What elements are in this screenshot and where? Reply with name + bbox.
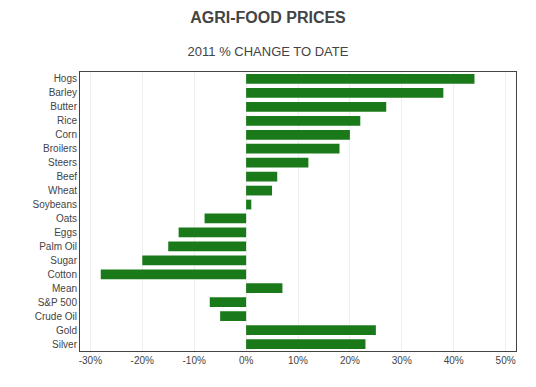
svg-text:Cotton: Cotton (48, 269, 77, 280)
svg-text:10%: 10% (288, 355, 308, 366)
svg-text:Gold: Gold (56, 325, 77, 336)
svg-text:Oats: Oats (56, 213, 77, 224)
svg-text:Steers: Steers (48, 157, 77, 168)
svg-text:40%: 40% (444, 355, 464, 366)
svg-text:-10%: -10% (183, 355, 206, 366)
svg-text:-20%: -20% (131, 355, 154, 366)
svg-text:Mean: Mean (52, 283, 77, 294)
svg-text:AGRI-FOOD PRICES: AGRI-FOOD PRICES (190, 9, 346, 26)
svg-text:Broilers: Broilers (43, 143, 77, 154)
svg-text:50%: 50% (496, 355, 516, 366)
svg-text:Hogs: Hogs (54, 73, 77, 84)
svg-text:Soybeans: Soybeans (33, 199, 77, 210)
svg-text:Sugar: Sugar (50, 255, 77, 266)
svg-text:Silver: Silver (52, 339, 78, 350)
svg-text:Butter: Butter (50, 101, 77, 112)
svg-text:Eggs: Eggs (54, 227, 77, 238)
svg-text:20%: 20% (340, 355, 360, 366)
svg-text:30%: 30% (392, 355, 412, 366)
svg-text:Beef: Beef (56, 171, 77, 182)
svg-text:Wheat: Wheat (48, 185, 77, 196)
svg-text:Crude Oil: Crude Oil (35, 311, 77, 322)
svg-text:-30%: -30% (79, 355, 102, 366)
svg-text:Palm Oil: Palm Oil (39, 241, 77, 252)
svg-text:S&P 500: S&P 500 (38, 297, 78, 308)
svg-text:Corn: Corn (55, 129, 77, 140)
svg-text:2011 % CHANGE TO DATE: 2011 % CHANGE TO DATE (188, 44, 349, 59)
svg-text:Rice: Rice (57, 115, 77, 126)
svg-text:0%: 0% (239, 355, 254, 366)
svg-text:Barley: Barley (49, 87, 77, 98)
